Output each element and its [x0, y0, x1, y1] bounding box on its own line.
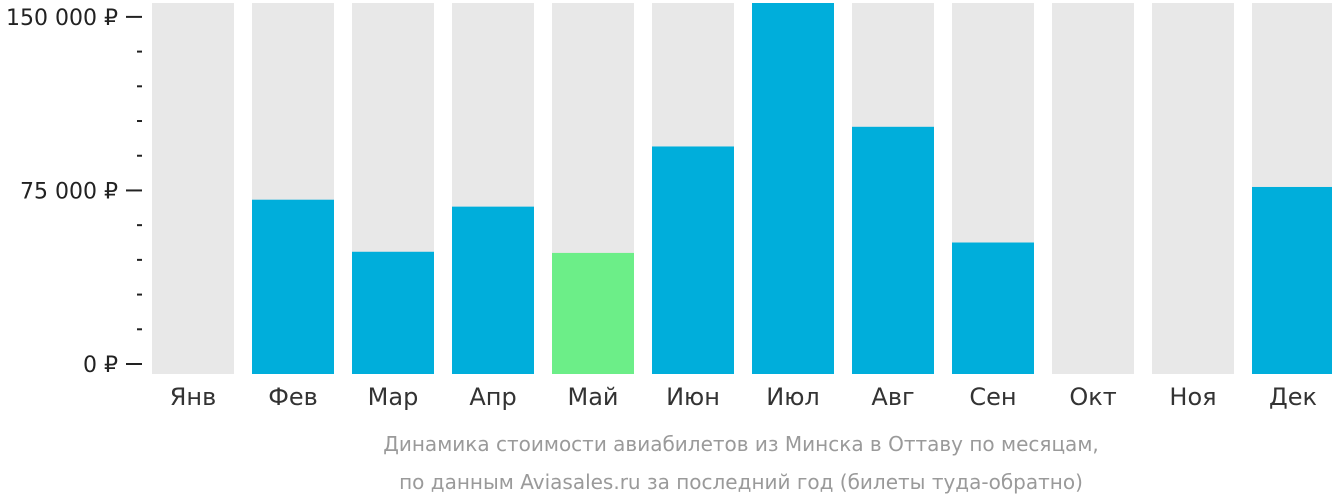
bar-track-11: [1152, 3, 1234, 374]
y-tick-label-1: 0 ₽: [83, 353, 118, 378]
x-tick-label-9: Сен: [969, 383, 1016, 411]
x-tick-label-1: Янв: [170, 383, 217, 411]
chart-caption-line-1: Динамика стоимости авиабилетов из Минска…: [383, 432, 1099, 456]
x-tick-label-7: Июл: [766, 383, 820, 411]
x-tick-label-6: Июн: [666, 383, 720, 411]
x-tick-label-2: Фев: [268, 383, 318, 411]
y-axis: 0 ₽ 75 000 ₽ 150 000 ₽: [6, 6, 142, 378]
bar-5: [552, 252, 634, 374]
price-bar-chart: 0 ₽ 75 000 ₽ 150 000 ₽ Янв Фев Мар Апр Май Июн И…: [6, 3, 1332, 411]
x-tick-label-8: Авг: [871, 383, 914, 411]
bar-3: [352, 251, 434, 374]
x-tick-label-4: Апр: [469, 383, 516, 411]
x-tick-label-10: Окт: [1069, 383, 1116, 411]
bar-12: [1252, 186, 1332, 374]
x-tick-label-3: Мар: [368, 383, 419, 411]
chart-caption-line-2: по данным Aviasales.ru за последний год …: [399, 470, 1083, 494]
x-tick-label-5: Май: [567, 383, 618, 411]
x-tick-label-11: Ноя: [1169, 383, 1216, 411]
bar-7: [752, 3, 834, 374]
bar-9: [952, 242, 1034, 374]
bar-track-1: [152, 3, 234, 374]
y-tick-label-3: 150 000 ₽: [6, 6, 118, 31]
bar-8: [852, 126, 934, 374]
y-tick-label-2: 75 000 ₽: [20, 179, 118, 204]
bar-track-10: [1052, 3, 1134, 374]
x-axis-labels: Янв Фев Мар Апр Май Июн Июл Авг Сен Окт Ноя Дек: [170, 383, 1317, 411]
bar-4: [452, 206, 534, 374]
bar-6: [652, 146, 734, 374]
bar-2: [252, 199, 334, 374]
x-tick-label-12: Дек: [1269, 383, 1317, 411]
bars: [252, 3, 1332, 374]
